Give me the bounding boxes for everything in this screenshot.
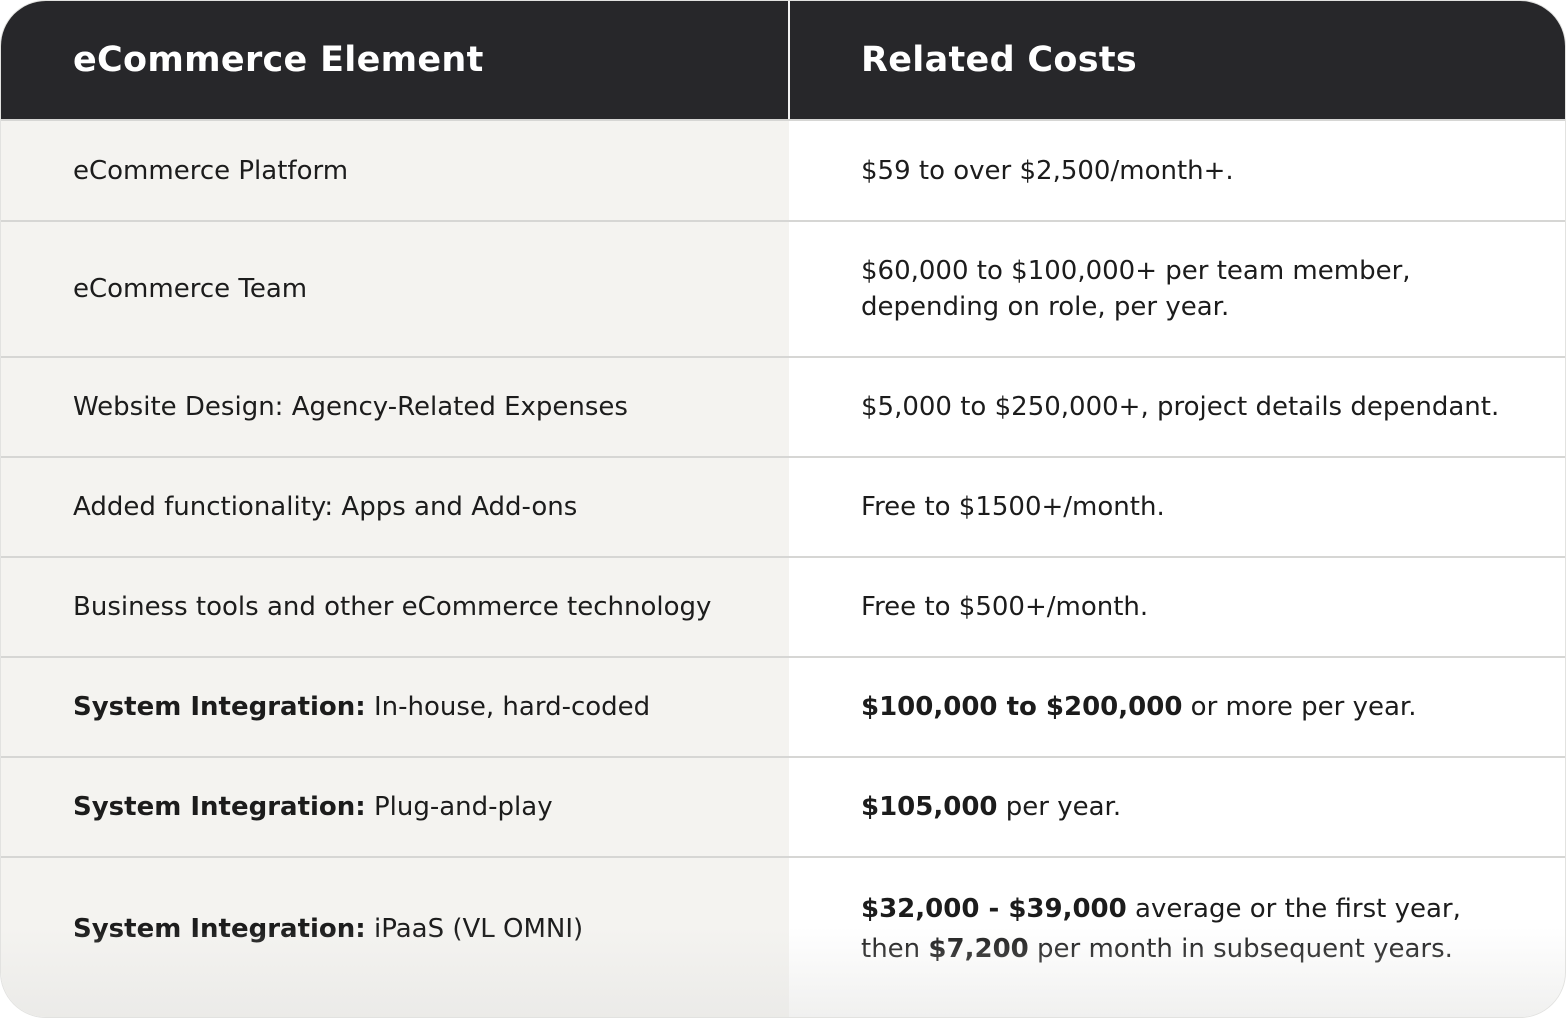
table-row: Business tools and other eCommerce techn… — [1, 556, 1565, 656]
row-cost: $5,000 to $250,000+, project details dep… — [861, 392, 1500, 422]
table-row: Added functionality: Apps and Add-ons Fr… — [1, 456, 1565, 556]
row-element: System Integration: Plug-and-play — [73, 792, 553, 822]
table-row: Website Design: Agency-Related Expenses … — [1, 356, 1565, 456]
row-cost: $60,000 to $100,000+ per team member, de… — [861, 256, 1411, 322]
row-element: System Integration: In-house, hard-coded — [73, 692, 651, 722]
left-column-background — [1, 119, 789, 1017]
table-row: eCommerce Team $60,000 to $100,000+ per … — [1, 220, 1565, 356]
row-element: Added functionality: Apps and Add-ons — [73, 492, 578, 522]
row-cost: $100,000 to $200,000 or more per year. — [861, 692, 1417, 722]
row-cost: $105,000 per year. — [861, 792, 1122, 822]
table-row: System Integration: Plug-and-play $105,0… — [1, 756, 1565, 856]
row-element: Business tools and other eCommerce techn… — [73, 592, 712, 622]
row-cost: $32,000 - $39,000 average or the first y… — [861, 893, 1461, 964]
header-ecommerce-element: eCommerce Element — [73, 40, 484, 80]
table-row: System Integration: iPaaS (VL OMNI) $32,… — [1, 856, 1565, 999]
row-cost: Free to $500+/month. — [861, 592, 1149, 622]
row-element: eCommerce Platform — [73, 155, 349, 186]
table-header: eCommerce Element Related Costs — [1, 1, 1565, 119]
row-element: eCommerce Team — [73, 274, 308, 304]
row-element: System Integration: iPaaS (VL OMNI) — [73, 913, 584, 944]
row-element: Website Design: Agency-Related Expenses — [73, 392, 628, 422]
header-related-costs: Related Costs — [861, 40, 1138, 80]
row-cost: $59 to over $2,500/month+. — [861, 155, 1234, 186]
table-row: System Integration: In-house, hard-coded… — [1, 656, 1565, 756]
table-row: eCommerce Platform $59 to over $2,500/mo… — [1, 119, 1565, 220]
row-cost: Free to $1500+/month. — [861, 492, 1165, 522]
header-divider — [788, 1, 790, 119]
